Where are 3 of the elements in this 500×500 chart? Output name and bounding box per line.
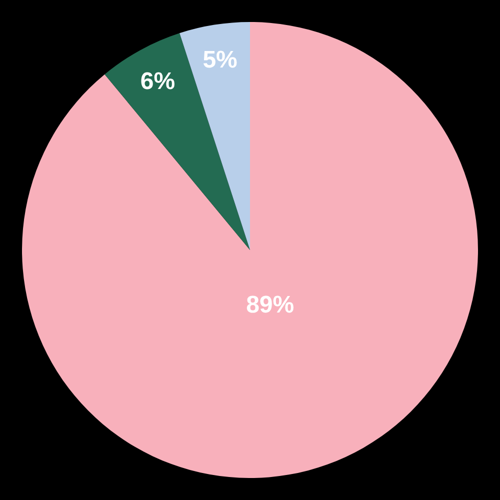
data-label: 6%	[140, 68, 176, 95]
data-label: 5%	[202, 46, 238, 74]
data-label: 89%	[246, 291, 294, 318]
